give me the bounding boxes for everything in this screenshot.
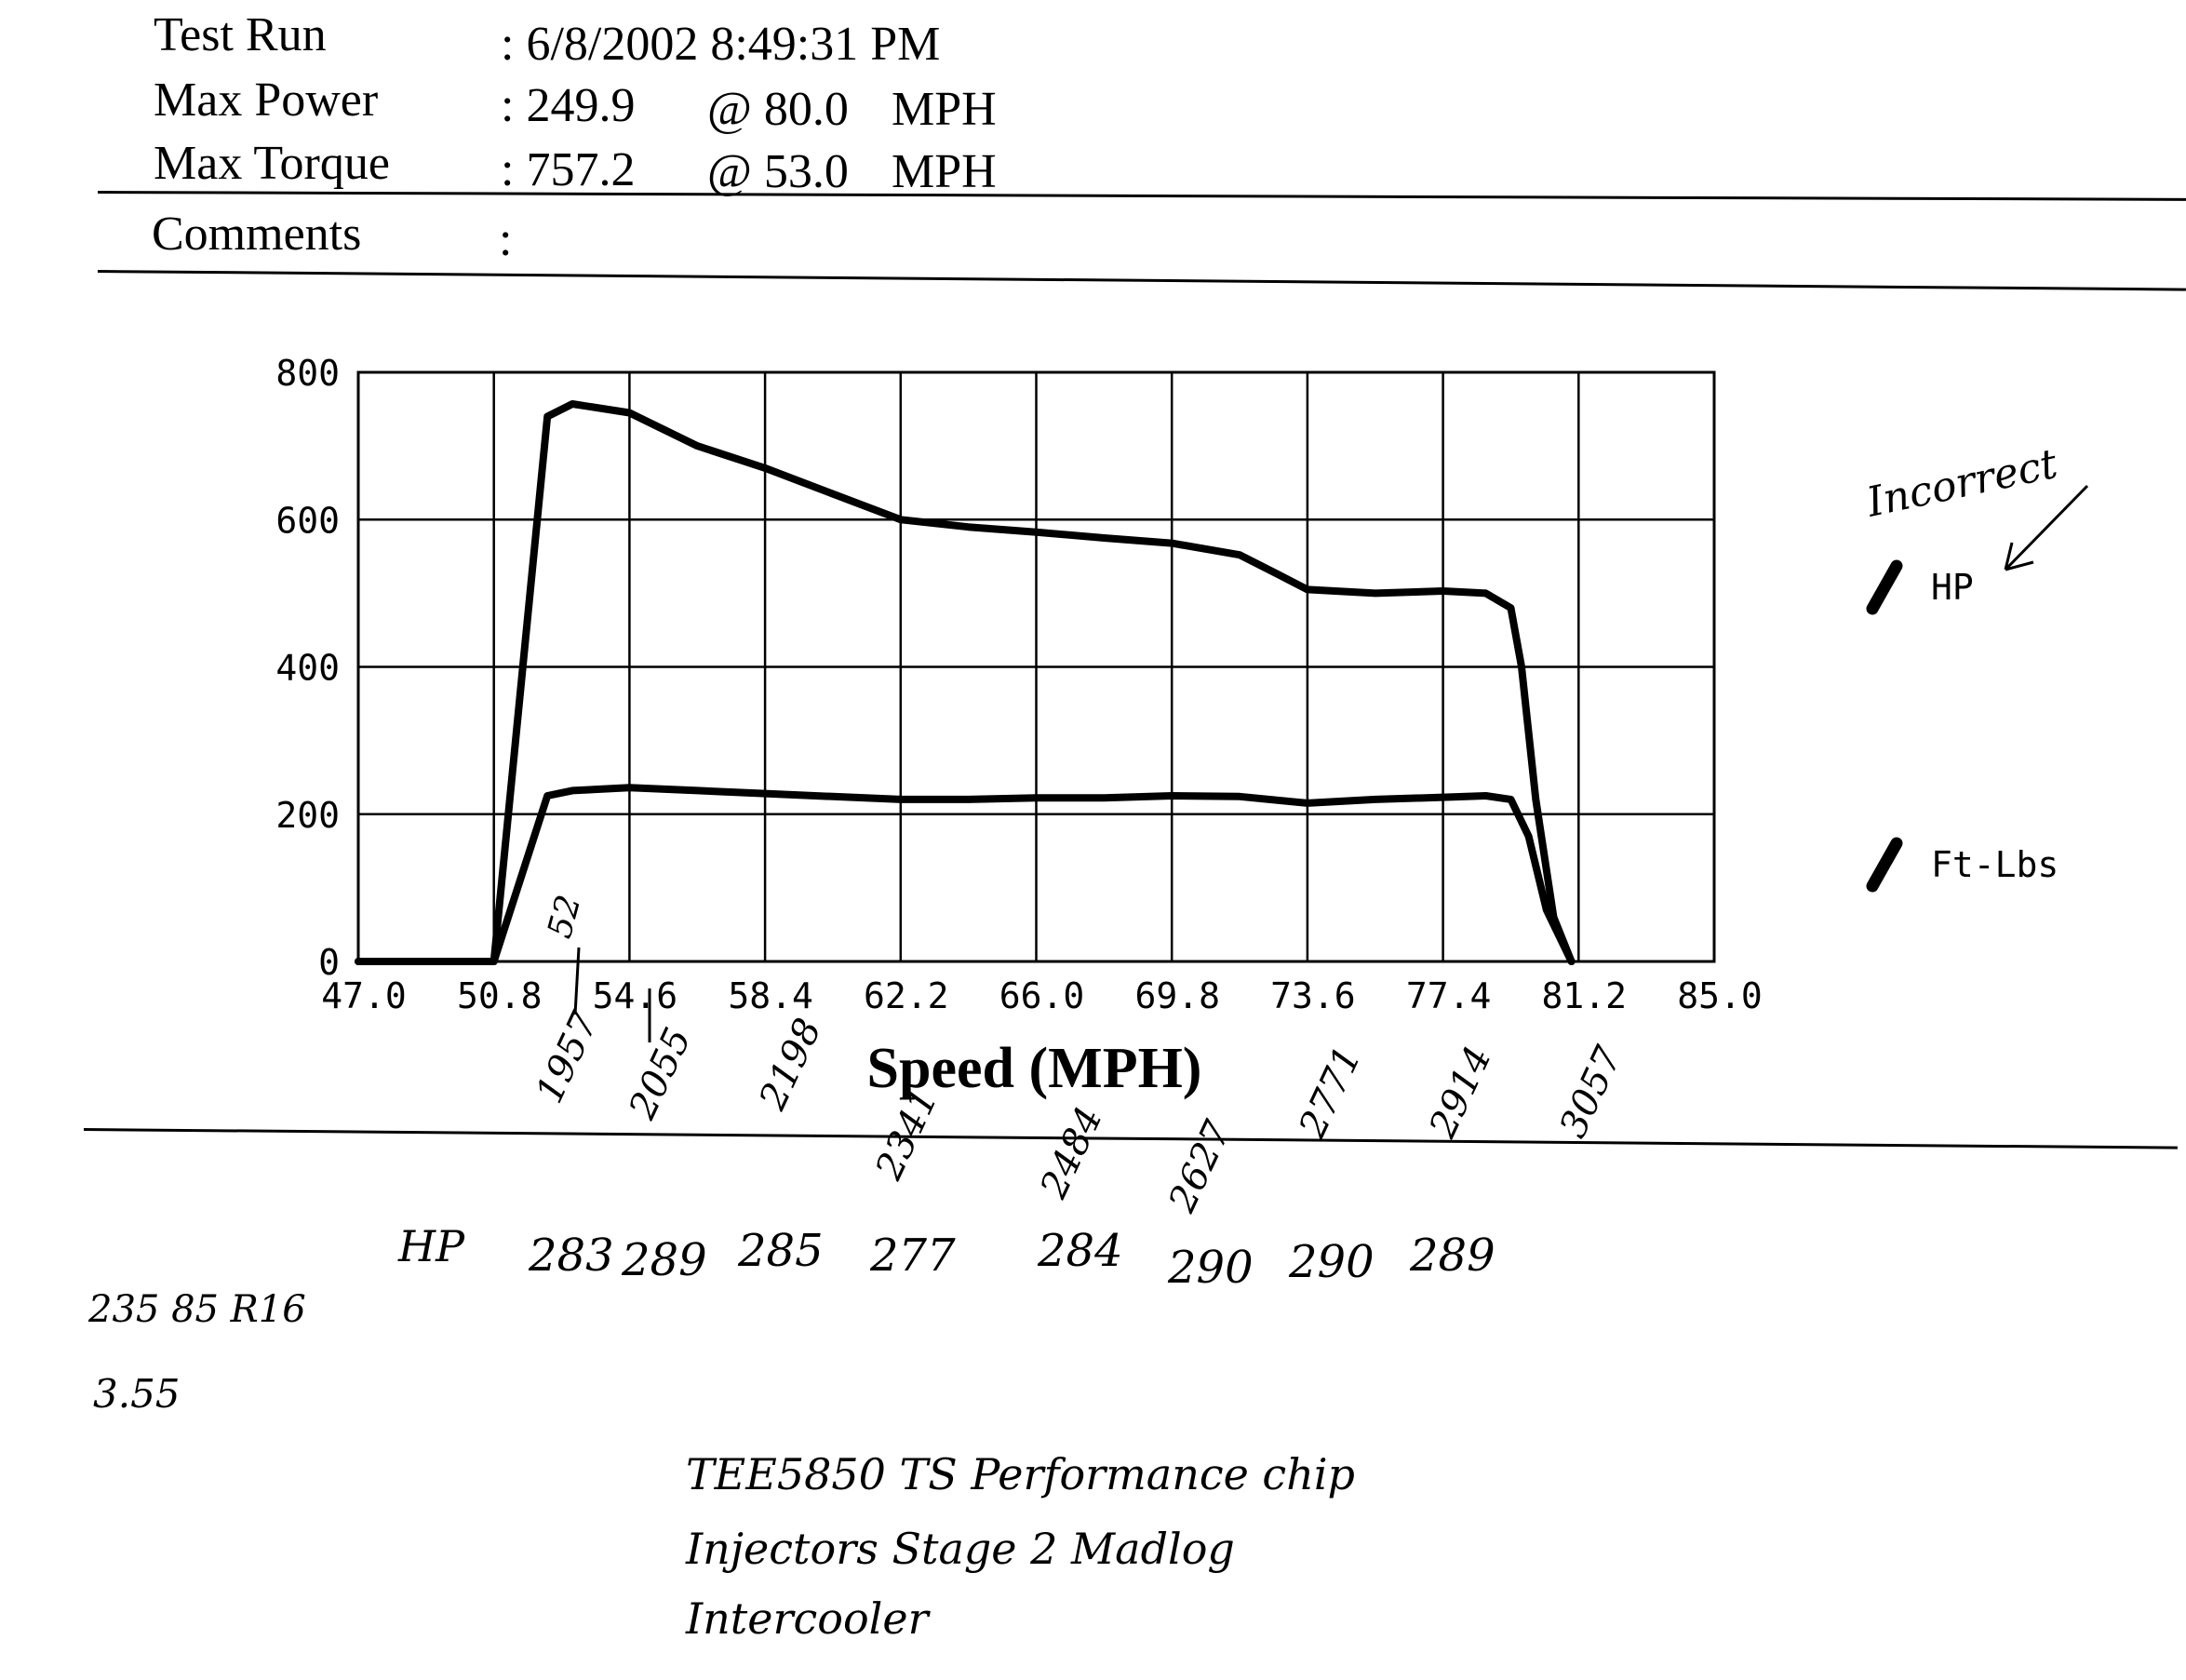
y-tick-label: 200 [275, 795, 340, 836]
note-hp-value: 290 [1288, 1236, 1375, 1288]
note-hp-value: 277 [869, 1230, 956, 1282]
series-line-ft-lbs [355, 784, 1576, 965]
note-hp-value: 284 [1037, 1225, 1123, 1277]
x-tick-label: 66.0 [999, 975, 1085, 1016]
x-tick-label: 58.4 [728, 975, 813, 1016]
note-hp-label: HP [397, 1221, 465, 1271]
legend-swatch [1866, 837, 1903, 893]
max-power-speed: @ 80.0 [707, 83, 849, 136]
note-rpm-2771: 2771 [1291, 1041, 1370, 1146]
note-mods-line2: Injectors Stage 2 Madlog [685, 1524, 1235, 1574]
max-power-value: : 249.9 [501, 79, 636, 132]
x-tick-label: 77.4 [1406, 975, 1492, 1016]
y-tick-label: 400 [275, 648, 340, 689]
note-tire: 235 85 R16 [87, 1288, 306, 1331]
comments-value: : [499, 213, 513, 266]
comments-label: Comments [152, 208, 362, 261]
note-rpm-2484: 2484 [1032, 1101, 1111, 1206]
max-torque-label: Max Torque [154, 137, 390, 190]
note-tick-line [573, 947, 581, 1015]
test-run-value: : 6/8/2002 8:49:31 PM [501, 18, 941, 71]
y-tick-label: 800 [275, 353, 340, 394]
note-rpm-2914: 2914 [1421, 1041, 1500, 1146]
note-rpm-2627: 2627 [1160, 1114, 1240, 1219]
x-tick-label: 50.8 [457, 975, 543, 1016]
max-torque-speed: @ 53.0 [707, 145, 849, 198]
note-hp-value: 289 [621, 1234, 707, 1286]
x-tick-label: 69.8 [1134, 975, 1220, 1016]
x-tick-label: 62.2 [864, 975, 949, 1016]
note-rpm-2198: 2198 [751, 1013, 830, 1118]
x-tick-label: 73.6 [1270, 975, 1356, 1016]
legend-label-hp: HP [1931, 567, 1974, 608]
note-gear: 3.55 [93, 1371, 181, 1417]
note-incorrect: Incorrect [1862, 440, 2062, 527]
legend-label-ft-lbs: Ft-Lbs [1931, 844, 2059, 885]
x-tick-label: 85.0 [1677, 975, 1763, 1016]
max-torque-unit: MPH [892, 145, 997, 198]
note-rpm-3057: 3057 [1551, 1040, 1630, 1144]
y-tick-label: 0 [318, 942, 340, 983]
note-mods-line1: TEE5850 TS Performance chip [686, 1449, 1355, 1499]
test-run-label: Test Run [154, 8, 327, 61]
note-rpm-1957: 1957 [528, 1005, 607, 1109]
note-hp-value: 290 [1167, 1242, 1254, 1294]
x-tick-label: 54.6 [593, 975, 678, 1016]
x-tick-label: 81.2 [1542, 975, 1628, 1016]
note-mods-line3: Intercooler [685, 1593, 932, 1644]
incorrect-arrow [2004, 484, 2089, 571]
max-torque-value: : 757.2 [501, 143, 636, 196]
note-hp-value: 283 [528, 1230, 614, 1282]
note-hp-value: 285 [737, 1225, 824, 1277]
x-axis-title: Speed (MPH) [867, 1037, 1202, 1100]
note-rpm-2055: 2055 [621, 1022, 700, 1127]
y-tick-label: 600 [275, 500, 340, 541]
legend-swatch [1866, 559, 1903, 615]
note-hp-value: 289 [1409, 1230, 1495, 1282]
max-power-unit: MPH [892, 83, 997, 136]
max-power-label: Max Power [154, 74, 379, 127]
series-line-hp [355, 400, 1576, 965]
x-tick-label: 47.0 [321, 975, 407, 1016]
note-rpm-52: 52 [541, 891, 588, 942]
